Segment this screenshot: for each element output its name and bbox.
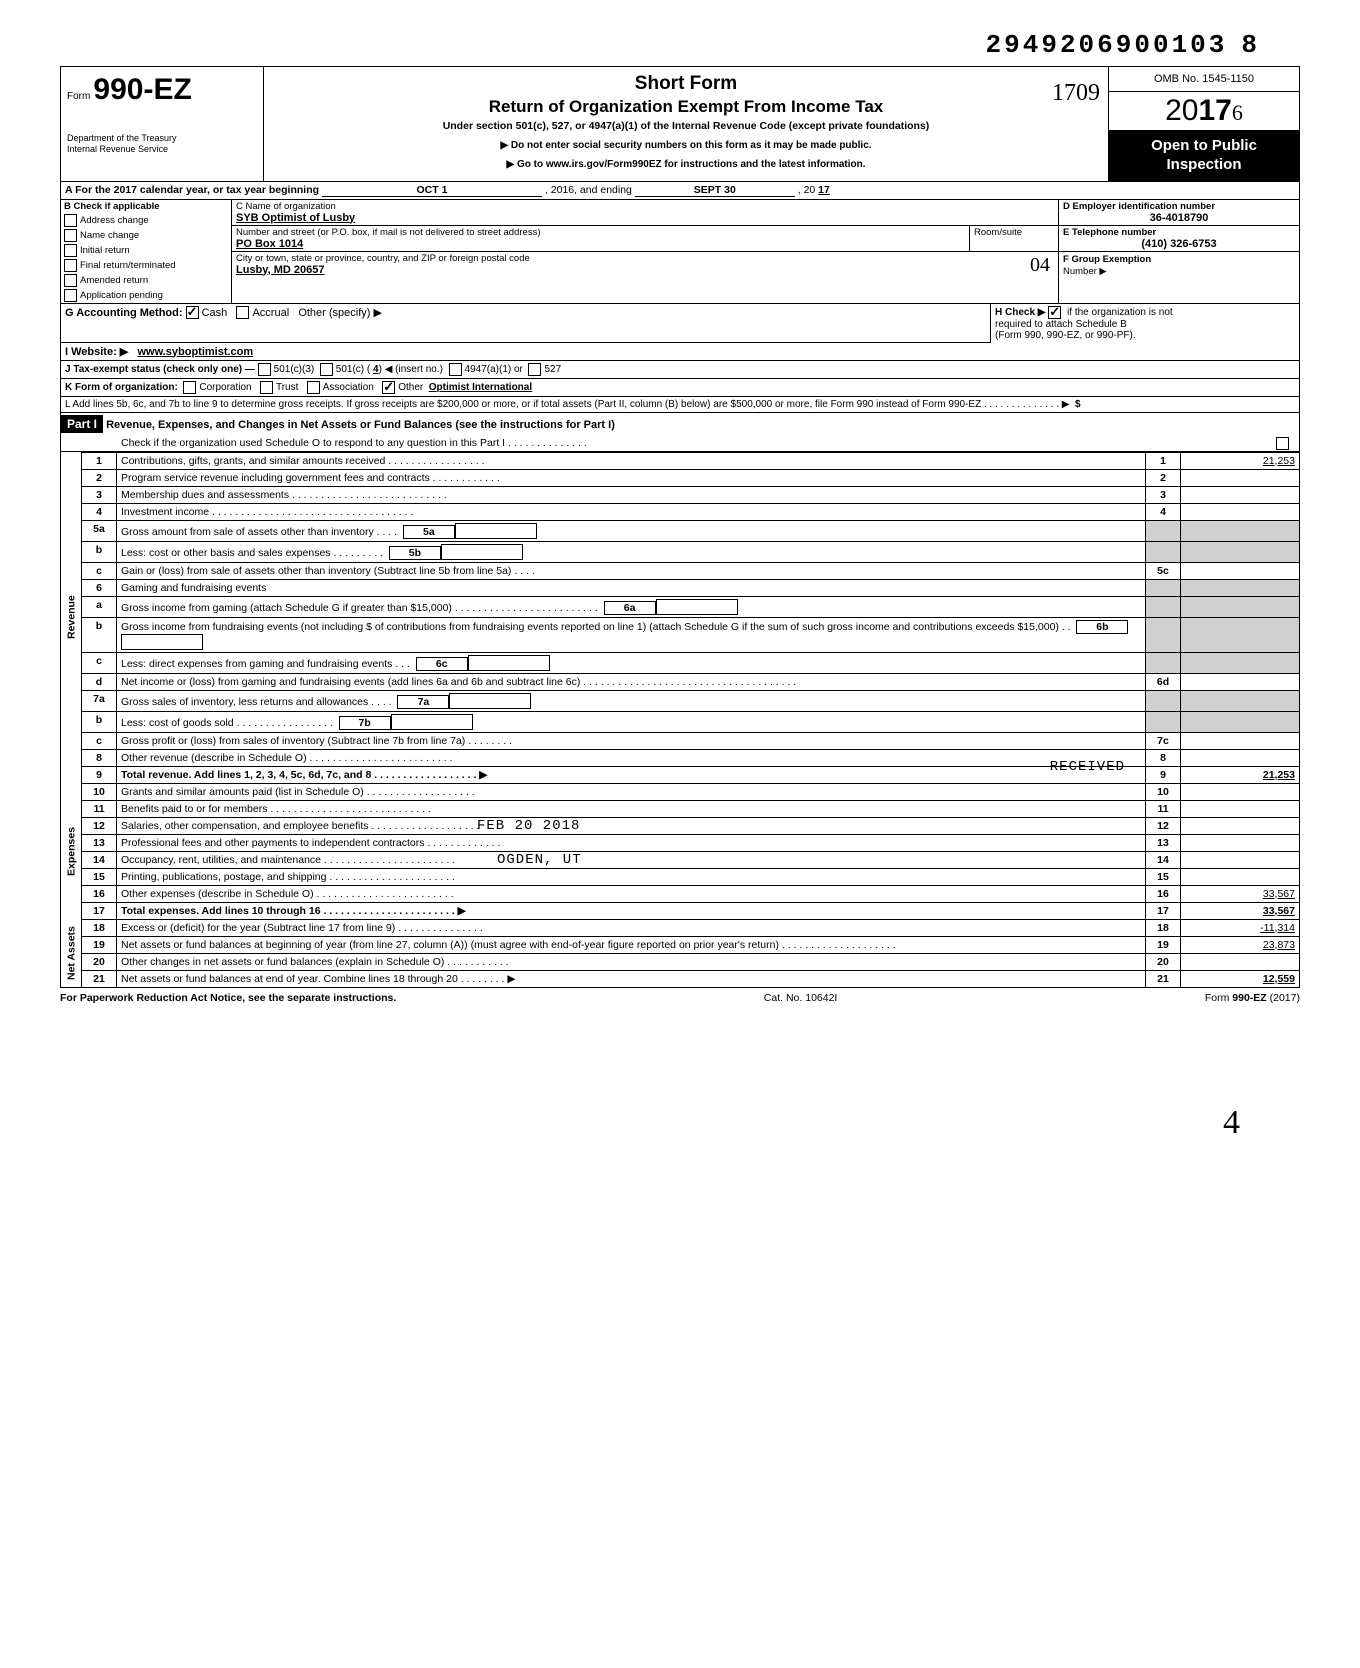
net-assets-section-label: Net Assets <box>61 919 82 987</box>
city-label: City or town, state or province, country… <box>236 253 1054 264</box>
checkbox-527[interactable] <box>528 363 541 376</box>
block-d-label: D Employer identification number <box>1063 201 1295 212</box>
hand-initials: 1709 <box>1052 80 1100 107</box>
org-name: SYB Optimist of Lusby <box>236 212 1054 224</box>
line-18-value: -11,314 <box>1181 919 1300 936</box>
checkbox-schedule-o-part1[interactable] <box>1276 437 1289 450</box>
form-reference: Form 990-EZ (2017) <box>1205 992 1300 1004</box>
line-1-value: 21,253 <box>1181 452 1300 469</box>
line-9-value: 21,253 <box>1181 766 1300 783</box>
info-grid: B Check if applicable Address change Nam… <box>60 200 1300 304</box>
checkbox-application-pending[interactable] <box>64 289 77 302</box>
block-b: B Check if applicable Address change Nam… <box>61 200 232 303</box>
block-f-label2: Number ▶ <box>1063 266 1107 277</box>
block-h: H Check ▶ if the organization is not req… <box>990 304 1299 343</box>
dept-line-1: Department of the Treasury <box>67 133 257 144</box>
line-3-value <box>1181 486 1300 503</box>
checkbox-other-org[interactable] <box>382 381 395 394</box>
ssn-warning: ▶ Do not enter social security numbers o… <box>272 140 1100 151</box>
line-19-value: 23,873 <box>1181 936 1300 953</box>
part-1-title: Revenue, Expenses, and Changes in Net As… <box>106 419 615 431</box>
street-label: Number and street (or P.O. box, if mail … <box>236 227 965 238</box>
street-address: PO Box 1014 <box>236 238 965 250</box>
tax-year-begin: OCT 1 <box>322 184 542 197</box>
line-7c-value <box>1181 732 1300 749</box>
block-i-label: I Website: ▶ <box>65 346 128 358</box>
line-8-value <box>1181 749 1300 766</box>
ogden-stamp: OGDEN, UT <box>497 852 582 868</box>
checkbox-accrual[interactable] <box>236 306 249 319</box>
paperwork-notice: For Paperwork Reduction Act Notice, see … <box>60 992 396 1004</box>
checkbox-corporation[interactable] <box>183 381 196 394</box>
website-instruction: ▶ Go to www.irs.gov/Form990EZ for instru… <box>272 159 1100 170</box>
block-l-text: L Add lines 5b, 6c, and 7b to line 9 to … <box>65 399 1069 410</box>
hand-04: 04 <box>1030 254 1050 277</box>
dept-line-2: Internal Revenue Service <box>67 144 257 155</box>
checkbox-trust[interactable] <box>260 381 273 394</box>
line-2-value <box>1181 469 1300 486</box>
ein: 36-4018790 <box>1063 212 1295 224</box>
lines-table: Revenue 1 Contributions, gifts, grants, … <box>60 452 1300 988</box>
line-4-value <box>1181 503 1300 520</box>
form-footer: For Paperwork Reduction Act Notice, see … <box>60 992 1300 1004</box>
form-number: 990-EZ <box>93 73 191 106</box>
tax-year-end: SEPT 30 <box>635 184 795 197</box>
line-17-value: 33,567 <box>1181 902 1300 919</box>
checkbox-schedule-b[interactable] <box>1048 306 1061 319</box>
form-header: Form 990-EZ Department of the Treasury I… <box>60 66 1300 182</box>
line-21-value: 12,559 <box>1181 970 1300 987</box>
block-k-label: K Form of organization: <box>65 382 178 393</box>
catalog-number: Cat. No. 10642I <box>764 992 838 1004</box>
checkbox-501c[interactable] <box>320 363 333 376</box>
tax-year: 20176 <box>1109 92 1299 131</box>
line-6d-value <box>1181 673 1300 690</box>
revenue-section-label: Revenue <box>61 452 82 783</box>
city-state-zip: Lusby, MD 20657 <box>236 264 1054 276</box>
block-f-label: F Group Exemption <box>1063 254 1151 265</box>
expenses-section-label: Expenses <box>61 783 82 919</box>
form-prefix: Form <box>67 91 90 102</box>
block-e-label: E Telephone number <box>1063 227 1295 238</box>
checkbox-name-change[interactable] <box>64 229 77 242</box>
other-org-value: Optimist International <box>429 382 532 393</box>
line-16-value: 33,567 <box>1181 885 1300 902</box>
checkbox-association[interactable] <box>307 381 320 394</box>
block-g-label: G Accounting Method: <box>65 307 183 319</box>
room-suite-label: Room/suite <box>969 226 1058 251</box>
form-title: Short Form <box>272 73 1100 95</box>
section-line: Under section 501(c), 527, or 4947(a)(1)… <box>272 120 1100 132</box>
checkbox-501c3[interactable] <box>258 363 271 376</box>
checkbox-amended-return[interactable] <box>64 274 77 287</box>
website-url: www.syboptimist.com <box>137 346 253 358</box>
block-j-label: J Tax-exempt status (check only one) — <box>65 364 255 375</box>
checkbox-address-change[interactable] <box>64 214 77 227</box>
part-1-check-line: Check if the organization used Schedule … <box>121 437 587 449</box>
hand-page-number: 4 <box>60 1104 1300 1142</box>
received-stamp: RECEIVED <box>1050 759 1125 775</box>
document-id: 29492069001038 <box>60 30 1300 60</box>
checkbox-final-return[interactable] <box>64 259 77 272</box>
omb-number: OMB No. 1545-1150 <box>1109 67 1299 92</box>
checkbox-cash[interactable] <box>186 306 199 319</box>
date-stamp: FEB 20 2018 <box>477 818 580 834</box>
part-1-tag: Part I <box>61 415 103 433</box>
checkbox-initial-return[interactable] <box>64 244 77 257</box>
phone: (410) 326-6753 <box>1063 238 1295 250</box>
checkbox-4947a1[interactable] <box>449 363 462 376</box>
form-subtitle: Return of Organization Exempt From Incom… <box>272 97 1100 117</box>
line-5c-value <box>1181 562 1300 579</box>
inspection-notice: Open to Public Inspection <box>1109 131 1299 181</box>
block-a: A For the 2017 calendar year, or tax yea… <box>60 182 1300 200</box>
block-c-label: C Name of organization <box>236 201 1054 212</box>
